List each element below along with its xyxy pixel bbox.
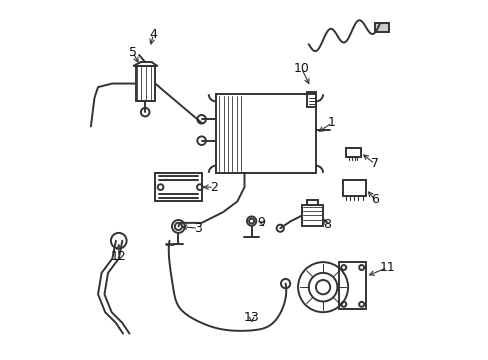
FancyBboxPatch shape [135,66,155,102]
Text: 3: 3 [194,222,202,235]
Text: 10: 10 [293,62,309,75]
Text: 11: 11 [379,261,394,274]
Text: 4: 4 [149,28,157,41]
FancyBboxPatch shape [374,23,388,32]
Text: 8: 8 [322,218,330,231]
Text: 7: 7 [370,157,378,170]
Text: 6: 6 [370,193,378,206]
Text: 13: 13 [244,311,259,324]
Text: 1: 1 [327,116,335,129]
FancyBboxPatch shape [342,180,365,196]
Circle shape [197,136,205,145]
Text: 9: 9 [257,216,265,229]
Text: 5: 5 [129,46,137,59]
Text: 2: 2 [210,181,218,194]
Circle shape [197,115,205,123]
FancyBboxPatch shape [346,148,360,157]
Text: 12: 12 [111,250,126,263]
